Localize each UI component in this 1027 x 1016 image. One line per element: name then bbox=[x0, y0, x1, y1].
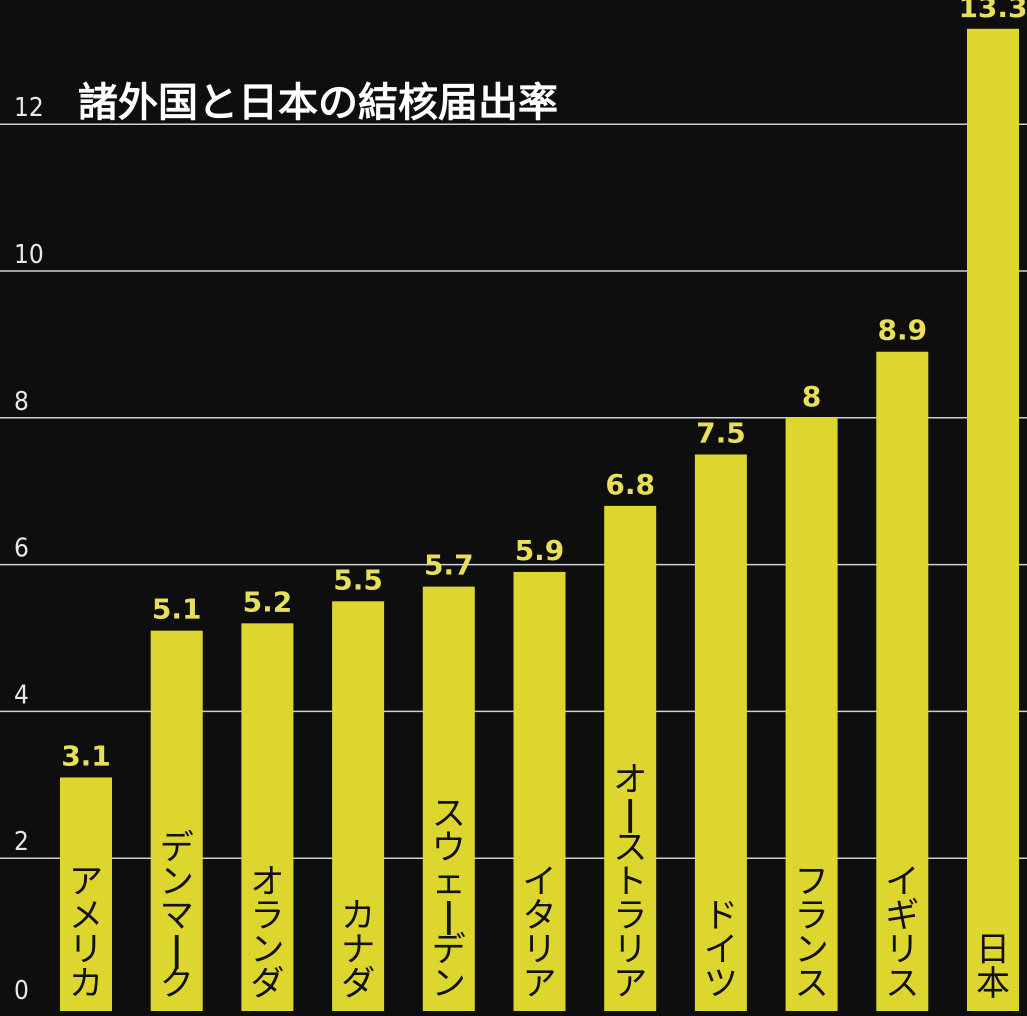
y-tick-label: 8 bbox=[14, 387, 29, 417]
bar bbox=[60, 777, 112, 1011]
value-label: 5.1 bbox=[152, 593, 202, 626]
y-axis-ticks: 0 2 4 6 8 10 12 bbox=[14, 93, 44, 1006]
bar bbox=[150, 630, 203, 1011]
y-tick-label: 0 bbox=[14, 976, 29, 1006]
y-tick-label: 10 bbox=[14, 240, 44, 270]
value-label: 8.9 bbox=[877, 314, 927, 347]
value-label: 8 bbox=[802, 380, 821, 413]
value-label: 5.5 bbox=[333, 563, 383, 596]
category-label: オランダ bbox=[250, 862, 284, 1004]
category-label: オ|ストラリア bbox=[613, 760, 647, 1004]
chart-title: 諸外国と日本の結核届出率 bbox=[78, 80, 558, 126]
bar bbox=[694, 454, 747, 1011]
bar bbox=[332, 601, 385, 1011]
category-label: カナダ bbox=[341, 896, 375, 1004]
value-label: 5.9 bbox=[515, 534, 565, 567]
category-label: イタリア bbox=[523, 862, 557, 1004]
category-label: デンマ|ク bbox=[160, 828, 194, 1004]
y-tick-label: 4 bbox=[14, 680, 29, 710]
category-label: ドイツ bbox=[704, 896, 738, 1004]
bar bbox=[422, 586, 475, 1011]
bar bbox=[876, 351, 929, 1011]
category-label: スウェ|デン bbox=[432, 794, 466, 1004]
value-label: 5.2 bbox=[243, 585, 293, 618]
bar bbox=[513, 571, 566, 1011]
category-label: イギリス bbox=[885, 862, 919, 1004]
category-label: アメリカ bbox=[69, 862, 103, 1004]
bar bbox=[604, 505, 657, 1011]
y-tick-label: 2 bbox=[14, 827, 29, 857]
bar bbox=[785, 417, 838, 1011]
category-label: 日本 bbox=[976, 930, 1010, 1004]
value-label: 5.7 bbox=[424, 549, 474, 582]
bar bbox=[967, 28, 1019, 1011]
y-tick-label: 12 bbox=[14, 93, 44, 123]
value-label: 3.1 bbox=[61, 739, 111, 772]
category-label: フランス bbox=[795, 862, 829, 1004]
value-label: 13.3 bbox=[958, 0, 1027, 24]
y-tick-label: 6 bbox=[14, 534, 29, 564]
value-label: 6.8 bbox=[605, 468, 655, 501]
bars: 3.1 アメリカ 5.1 デンマ|ク 5.2 オランダ 5.5 カナダ 5.7 スウェ|デン 5.9… bbox=[60, 0, 1027, 1011]
value-label: 7.5 bbox=[696, 417, 746, 450]
bar bbox=[241, 623, 294, 1011]
